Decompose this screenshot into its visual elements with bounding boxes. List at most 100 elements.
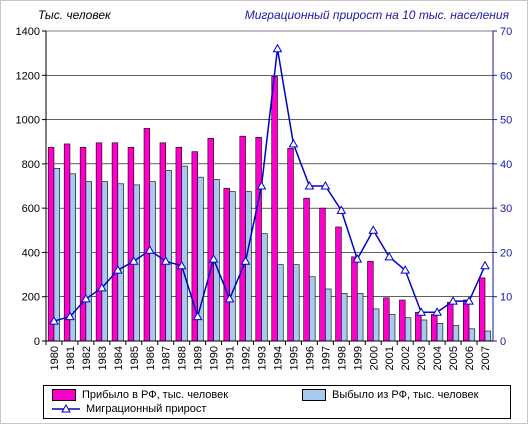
bar-arrived — [255, 136, 262, 342]
legend-swatch-departed — [302, 389, 326, 401]
bar-arrived — [351, 256, 358, 342]
bar-departed — [53, 167, 61, 342]
bar-departed — [149, 181, 156, 342]
migration-point — [272, 43, 283, 53]
migration-point — [112, 265, 123, 274]
x-tick-label: 1997 — [320, 346, 332, 370]
x-tick-label: 2007 — [480, 346, 492, 370]
bar-arrived — [463, 299, 470, 342]
x-tick-label: 2005 — [448, 346, 460, 370]
x-tick-label: 1996 — [304, 346, 316, 370]
y-left-tick-label: 200 — [22, 292, 40, 304]
y-right-tick-label: 40 — [500, 159, 512, 171]
bar-arrived — [399, 299, 406, 342]
legend-swatch-arrived — [52, 389, 76, 401]
legend-item-migration: Миграционный прирост — [52, 403, 206, 415]
migration-line — [53, 48, 486, 322]
migration-point — [368, 225, 379, 234]
bar-departed — [85, 181, 92, 342]
migration-point — [384, 251, 395, 261]
bar-departed — [261, 233, 268, 342]
bar-departed — [277, 264, 284, 342]
legend-label-arrived: Прибыло в РФ, тыс. человек — [82, 389, 229, 401]
legend-label-departed: Выбыло из РФ, тыс. человек — [332, 389, 479, 401]
migration-point — [432, 307, 442, 316]
bar-departed — [436, 322, 444, 342]
x-tick-label: 1994 — [272, 346, 284, 370]
bar-departed — [165, 170, 172, 342]
y-right-tick-label: 30 — [500, 203, 512, 215]
x-tick-label: 1981 — [65, 346, 77, 370]
bar-arrived — [303, 197, 310, 342]
migration-point — [448, 296, 458, 305]
y-left-tick-label: 800 — [22, 159, 40, 171]
bar-arrived — [447, 301, 454, 342]
migration-point — [65, 311, 75, 321]
x-tick-label: 1988 — [177, 346, 189, 370]
bar-arrived — [79, 146, 87, 342]
y-left-tick-label: 400 — [22, 247, 40, 259]
migration-point — [224, 293, 235, 303]
migration-point — [416, 307, 427, 316]
bar-departed — [229, 191, 236, 342]
bar-departed — [452, 325, 460, 342]
bar-arrived — [383, 297, 390, 342]
x-tick-label: 1993 — [257, 346, 269, 370]
bar-departed — [245, 191, 252, 342]
migration-point — [320, 180, 331, 190]
x-tick-label: 2003 — [416, 346, 428, 370]
migration-point — [352, 254, 363, 263]
bar-arrived — [335, 226, 342, 342]
bar-arrived — [95, 142, 103, 342]
x-tick-label: 1995 — [288, 346, 300, 370]
legend-label-migration: Миграционный прирост — [86, 403, 207, 415]
migration-point — [464, 296, 474, 305]
y-right-tick-label: 50 — [500, 115, 512, 127]
bar-departed — [372, 308, 380, 342]
bar-arrived — [431, 314, 438, 342]
bar-departed — [341, 293, 348, 342]
x-tick-label: 1985 — [129, 346, 141, 370]
x-tick-label: 2004 — [432, 346, 444, 370]
legend: Прибыло в РФ, тыс. человек Выбыло из РФ,… — [43, 385, 511, 419]
migration-point — [144, 245, 155, 254]
x-tick-label: 1990 — [209, 346, 221, 370]
bar-arrived — [287, 148, 294, 342]
bar-arrived — [111, 142, 119, 342]
bar-arrived — [415, 311, 422, 342]
x-tick-label: 1998 — [336, 346, 348, 370]
bar-arrived — [159, 142, 167, 342]
bar-arrived — [239, 135, 246, 342]
bar-departed — [117, 183, 124, 342]
bar-arrived — [127, 146, 135, 342]
migration-point — [176, 260, 187, 270]
bar-departed — [309, 276, 316, 342]
bar-arrived — [47, 146, 55, 342]
y-axis-right-label: Миграционный прирост на 10 тыс. населени… — [244, 8, 509, 22]
migration-point — [49, 316, 59, 325]
migration-point — [192, 311, 203, 321]
migration-point — [400, 265, 411, 274]
bar-arrived — [143, 128, 151, 342]
bar-arrived — [63, 143, 71, 342]
x-tick-label: 1992 — [241, 346, 253, 370]
migration-point — [208, 254, 219, 263]
legend-swatch-migration — [52, 404, 80, 414]
bar-arrived — [319, 207, 326, 342]
y-left-tick-label: 1200 — [16, 70, 40, 82]
y-left-tick-label: 1400 — [16, 26, 40, 38]
bar-arrived — [367, 260, 374, 342]
bar-departed — [484, 330, 492, 342]
y-right-tick-label: 10 — [500, 292, 512, 304]
y-left-tick-label: 0 — [34, 336, 40, 348]
x-tick-label: 1980 — [49, 346, 61, 370]
bar-departed — [404, 317, 412, 342]
bar-arrived — [223, 187, 230, 342]
bar-departed — [325, 288, 332, 342]
bar-arrived — [207, 138, 214, 342]
x-tick-label: 1987 — [161, 346, 173, 370]
bar-arrived — [175, 146, 182, 342]
bar-arrived — [271, 76, 278, 342]
bar-departed — [101, 181, 108, 342]
